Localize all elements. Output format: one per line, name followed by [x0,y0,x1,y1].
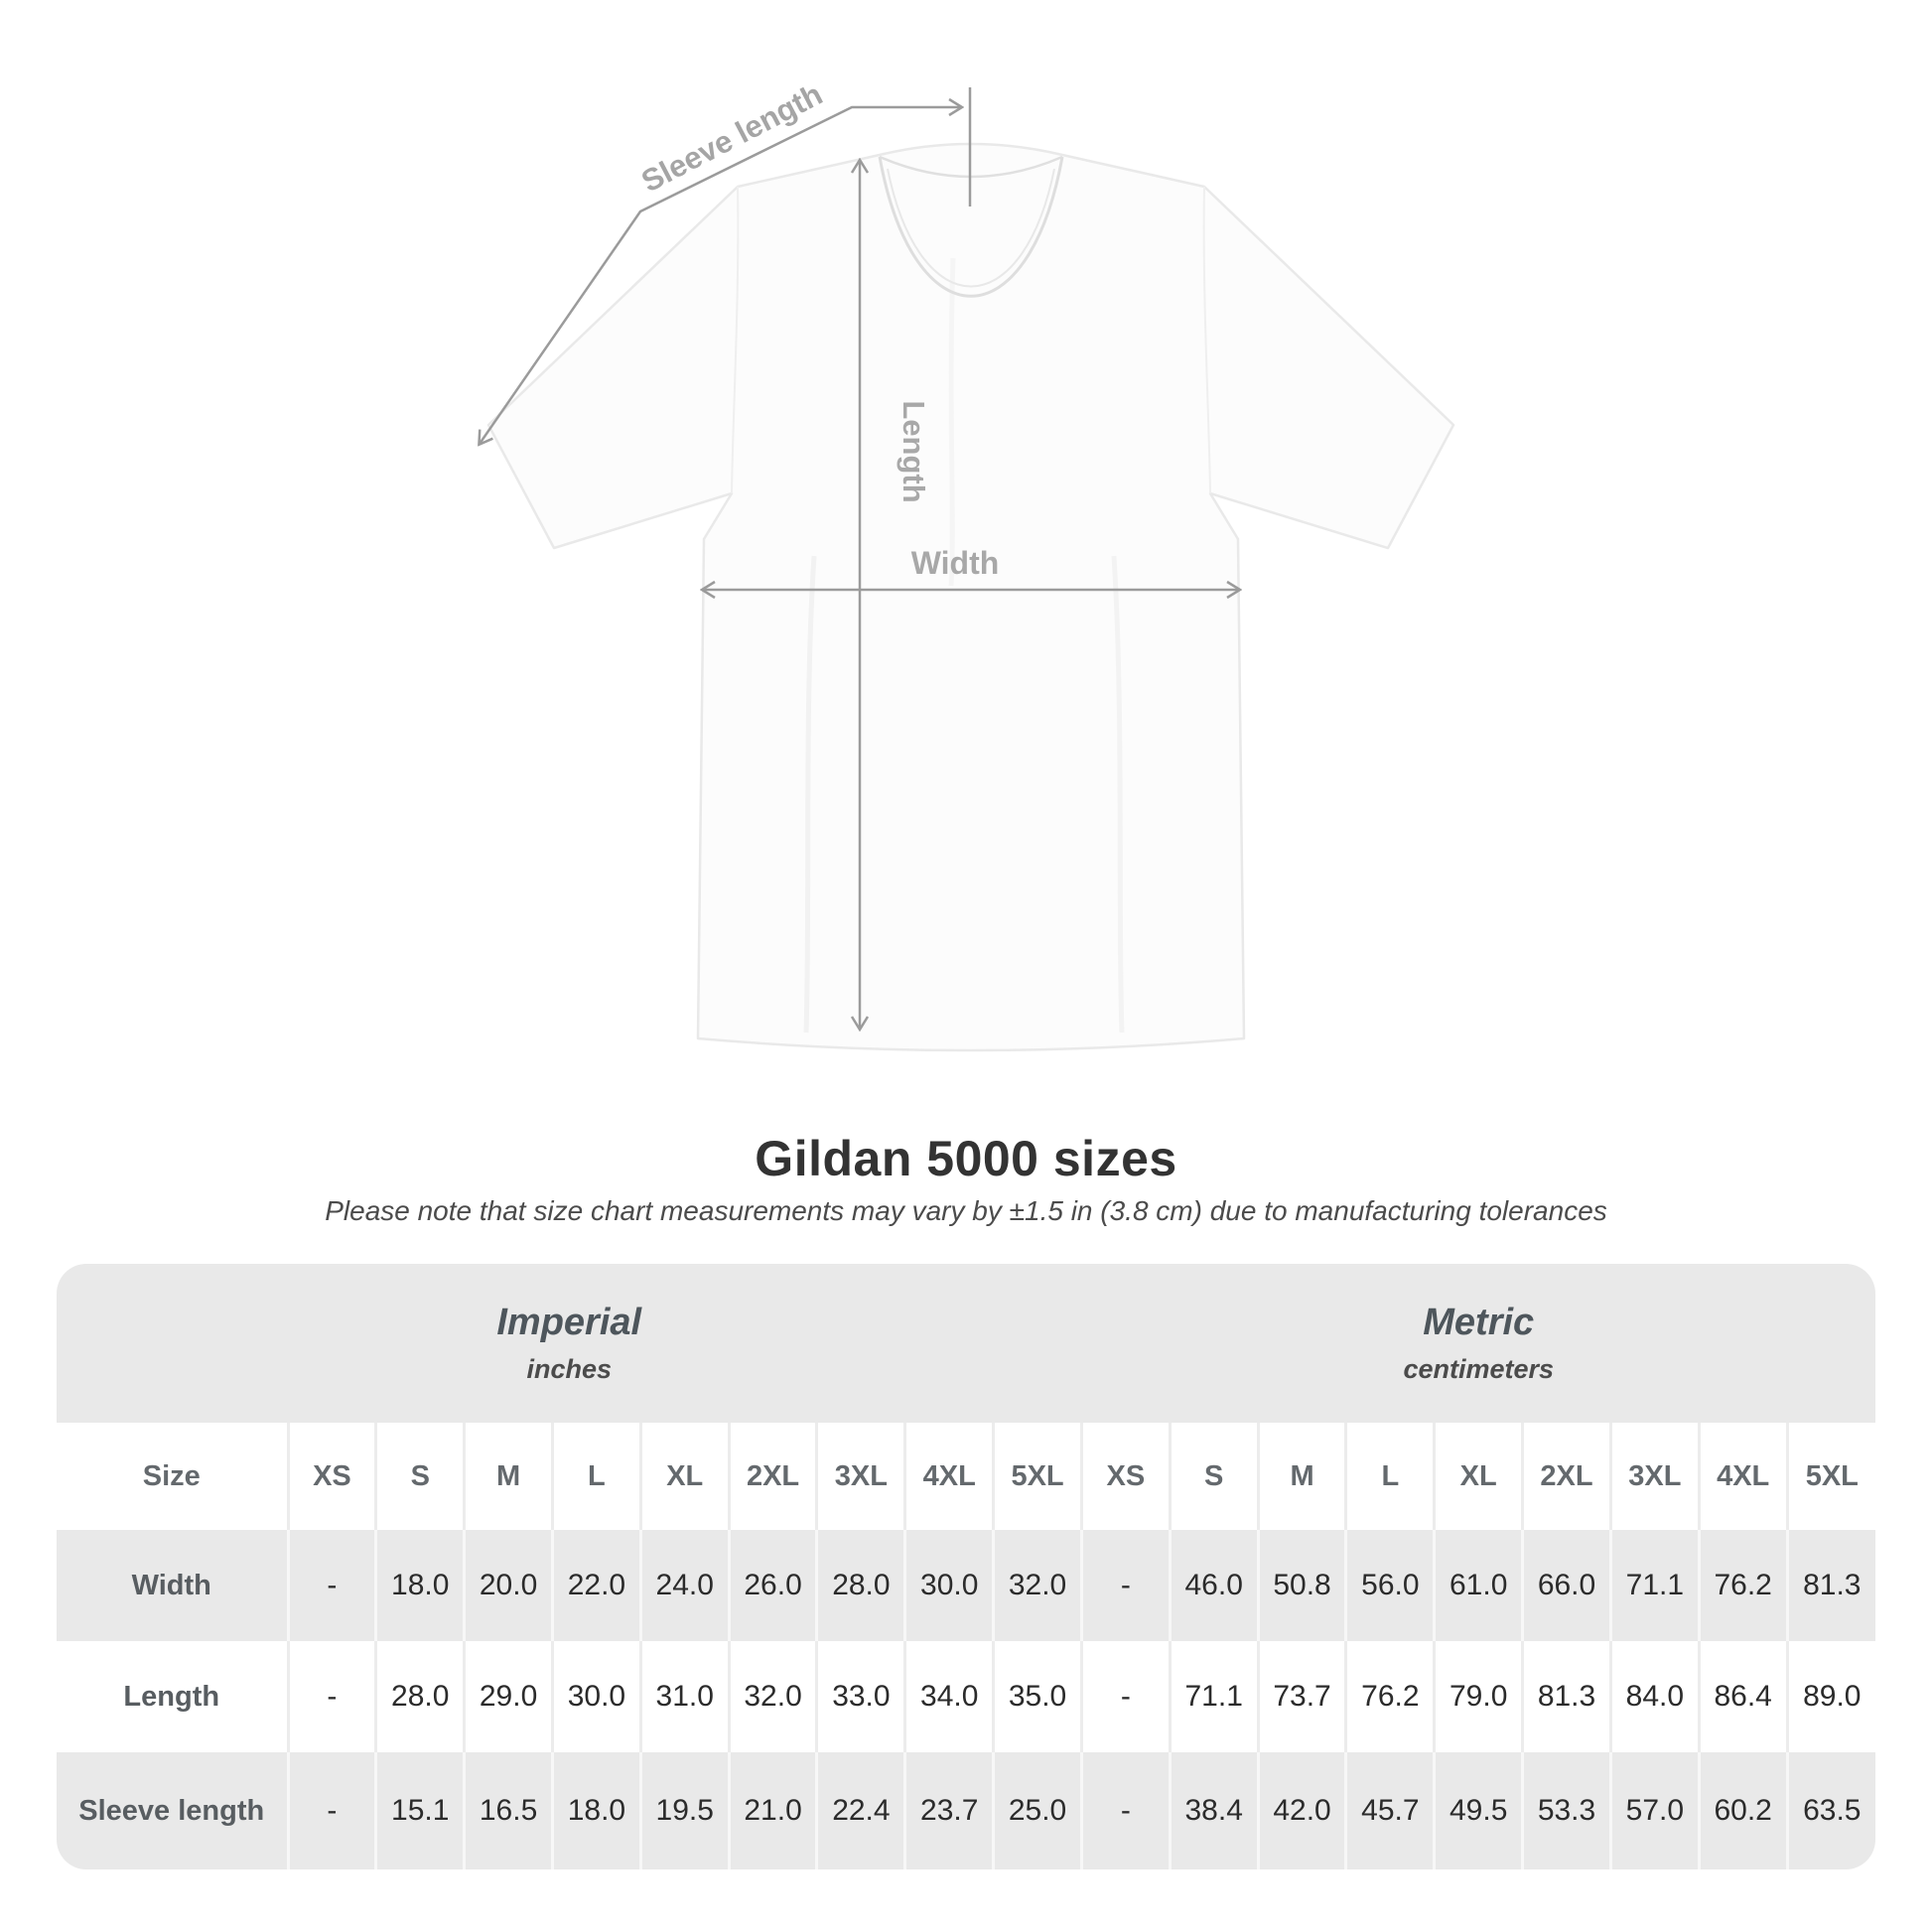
imperial-group-header: Imperial inches [57,1264,1082,1423]
value-cell: - [1079,1641,1171,1752]
value-cell: 18.0 [550,1752,641,1869]
value-cell: 23.7 [903,1752,994,1869]
value-cell: 81.3 [1785,1530,1875,1641]
value-cell: 32.0 [992,1530,1082,1641]
size-col-header: M [463,1423,553,1530]
value-cell: 61.0 [1433,1530,1523,1641]
tshirt-illustration [486,142,1455,1052]
size-col-header: M [1256,1423,1346,1530]
value-cell: 24.0 [638,1530,730,1641]
value-cell: 49.5 [1433,1752,1523,1869]
size-table-container: Imperial inches Metric centimeters Size … [57,1264,1875,1869]
value-cell: 63.5 [1785,1752,1875,1869]
value-cell: 30.0 [550,1641,641,1752]
value-cell: - [286,1641,376,1752]
value-cell: - [1079,1752,1171,1869]
size-col-header: S [1168,1423,1259,1530]
size-col-header: 4XL [903,1423,994,1530]
value-cell: 73.7 [1256,1641,1346,1752]
size-col-header: 2XL [1521,1423,1611,1530]
size-header-row: Size XS S M L XL 2XL 3XL 4XL 5XL XS S M … [57,1423,1875,1530]
width-label: Width [911,545,1000,581]
value-cell: 22.0 [550,1530,641,1641]
value-cell: - [286,1530,376,1641]
size-col-header: 3XL [1608,1423,1700,1530]
unit-group-row: Imperial inches Metric centimeters [57,1264,1875,1423]
metric-group-header: Metric centimeters [1081,1264,1875,1423]
value-cell: 42.0 [1256,1752,1346,1869]
value-cell: 53.3 [1521,1752,1611,1869]
size-col-header: XL [638,1423,730,1530]
value-cell: 46.0 [1168,1530,1259,1641]
size-col-header: XS [1079,1423,1171,1530]
metric-unit-label: centimeters [1403,1354,1555,1384]
sleeve-length-arrow [480,107,961,444]
page-subtitle: Please note that size chart measurements… [325,1195,1607,1226]
size-col-header: 5XL [992,1423,1082,1530]
size-col-header: 5XL [1785,1423,1875,1530]
value-cell: 86.4 [1697,1641,1788,1752]
value-cell: 32.0 [727,1641,817,1752]
length-label: Length [897,400,931,502]
row-label: Sleeve length [57,1752,288,1869]
size-col-header: XS [286,1423,376,1530]
value-cell: 22.4 [815,1752,905,1869]
value-cell: 56.0 [1344,1530,1435,1641]
size-col-header: L [1344,1423,1435,1530]
value-cell: 50.8 [1256,1530,1346,1641]
tshirt-measurement-diagram: Sleeve length Length Width [0,76,1455,1052]
imperial-label: Imperial [496,1302,642,1343]
value-cell: 19.5 [638,1752,730,1869]
row-label: Length [57,1641,288,1752]
value-cell: 60.2 [1697,1752,1788,1869]
value-cell: 71.1 [1608,1530,1700,1641]
value-cell: 38.4 [1168,1752,1259,1869]
value-cell: 30.0 [903,1530,994,1641]
table-row-width: Width - 18.0 20.0 22.0 24.0 26.0 28.0 30… [57,1530,1875,1641]
value-cell: 25.0 [992,1752,1082,1869]
value-cell: 28.0 [374,1641,465,1752]
value-cell: 84.0 [1608,1641,1700,1752]
size-col-header: XL [1433,1423,1523,1530]
value-cell: 76.2 [1344,1641,1435,1752]
value-cell: 57.0 [1608,1752,1700,1869]
value-cell: 15.1 [374,1752,465,1869]
table-row-sleeve-length: Sleeve length - 15.1 16.5 18.0 19.5 21.0… [57,1752,1875,1869]
value-cell: 89.0 [1785,1641,1875,1752]
value-cell: 45.7 [1344,1752,1435,1869]
value-cell: 34.0 [903,1641,994,1752]
page-title: Gildan 5000 sizes [755,1131,1177,1186]
value-cell: 35.0 [992,1641,1082,1752]
row-label: Width [57,1530,288,1641]
value-cell: 79.0 [1433,1641,1523,1752]
measurement-arrows [480,87,1239,1029]
value-cell: 29.0 [463,1641,553,1752]
value-cell: - [286,1752,376,1869]
value-cell: 18.0 [374,1530,465,1641]
metric-label: Metric [1423,1302,1535,1343]
table-row-length: Length - 28.0 29.0 30.0 31.0 32.0 33.0 3… [57,1641,1875,1752]
value-cell: - [1079,1530,1171,1641]
value-cell: 81.3 [1521,1641,1611,1752]
value-cell: 33.0 [815,1641,905,1752]
size-col-header: S [374,1423,465,1530]
size-header: Size [57,1423,288,1530]
value-cell: 16.5 [463,1752,553,1869]
value-cell: 26.0 [727,1530,817,1641]
size-col-header: 3XL [815,1423,905,1530]
value-cell: 31.0 [638,1641,730,1752]
imperial-unit-label: inches [526,1354,612,1384]
value-cell: 28.0 [815,1530,905,1641]
value-cell: 20.0 [463,1530,553,1641]
size-col-header: L [550,1423,641,1530]
value-cell: 21.0 [727,1752,817,1869]
value-cell: 71.1 [1168,1641,1259,1752]
value-cell: 76.2 [1697,1530,1788,1641]
value-cell: 66.0 [1521,1530,1611,1641]
size-col-header: 2XL [727,1423,817,1530]
size-col-header: 4XL [1697,1423,1788,1530]
size-table: Imperial inches Metric centimeters Size … [57,1264,1875,1869]
